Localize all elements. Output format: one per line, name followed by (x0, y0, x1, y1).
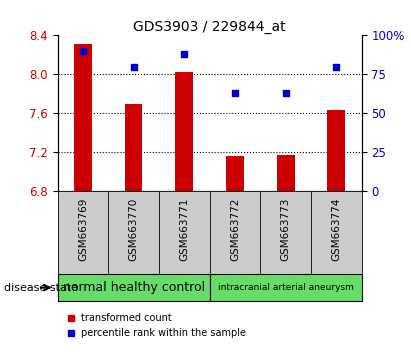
Point (80, 48, 86, 54)
Text: disease state: disease state (4, 282, 78, 293)
Bar (328, 110, 345, 191)
Bar (74, 44, 92, 191)
Text: GSM663772: GSM663772 (230, 198, 240, 261)
Bar (125, 103, 143, 191)
Text: normal healthy control: normal healthy control (62, 281, 205, 294)
Point (232, 90, 238, 96)
Point (282, 90, 289, 96)
Text: GSM663771: GSM663771 (179, 198, 189, 261)
Point (181, 51, 187, 57)
Point (130, 64, 137, 69)
Bar (175, 73, 193, 191)
Point (333, 64, 339, 69)
Text: GSM663773: GSM663773 (281, 198, 291, 261)
Text: GSM663770: GSM663770 (129, 198, 139, 261)
Bar (277, 155, 295, 191)
Text: GSM663769: GSM663769 (78, 198, 88, 261)
Text: GSM663774: GSM663774 (331, 198, 341, 261)
Text: intracranial arterial aneurysm: intracranial arterial aneurysm (218, 283, 353, 292)
Bar (226, 156, 244, 191)
Legend: transformed count, percentile rank within the sample: transformed count, percentile rank withi… (62, 309, 250, 342)
Title: GDS3903 / 229844_at: GDS3903 / 229844_at (133, 21, 286, 34)
